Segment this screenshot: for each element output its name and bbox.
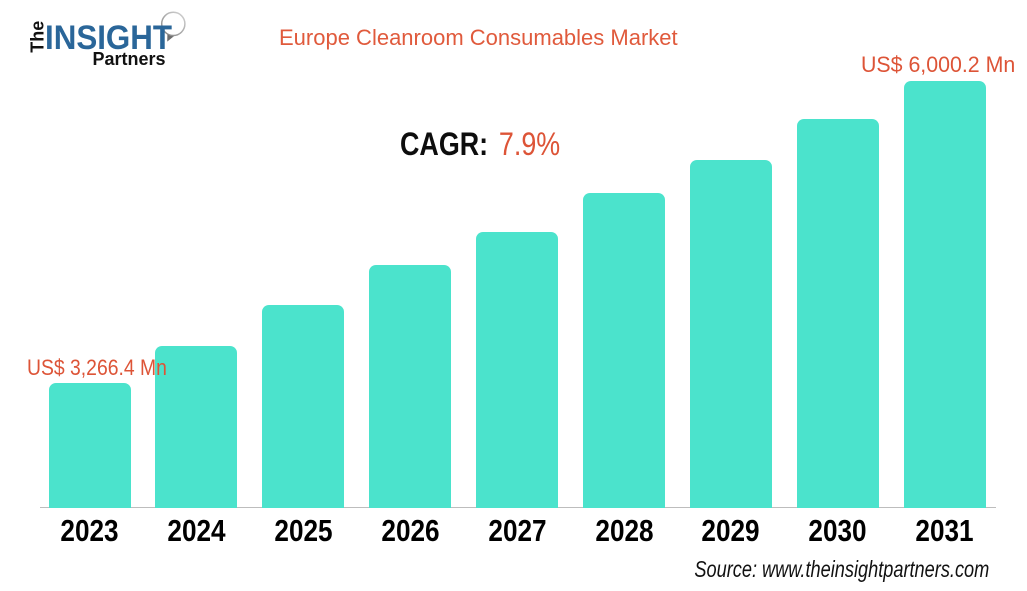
svg-text:The: The	[27, 21, 48, 53]
svg-text:Partners: Partners	[93, 49, 166, 69]
svg-text:INSIGHT: INSIGHT	[45, 19, 172, 57]
